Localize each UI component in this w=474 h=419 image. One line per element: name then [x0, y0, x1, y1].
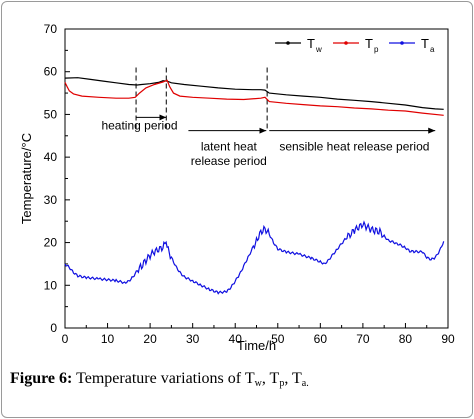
series-line-t-w [64, 77, 444, 110]
x-tick-label: 0 [62, 332, 69, 346]
caption-sub-a: a. [301, 378, 309, 389]
legend-label-a: T [421, 36, 429, 51]
y-tick-label: 0 [50, 321, 57, 335]
annotation-label: release period [191, 154, 267, 168]
x-tick-label: 30 [186, 332, 200, 346]
y-tick-label: 60 [44, 65, 58, 79]
x-tick-label: 70 [356, 332, 370, 346]
annotation-label: heating period [101, 118, 177, 132]
x-tick-label: 60 [314, 332, 328, 346]
y-tick-label: 70 [44, 22, 58, 36]
caption-sep-2: , T [284, 370, 302, 387]
x-tick-label: 40 [229, 332, 243, 346]
legend-sub-p: p [374, 45, 379, 54]
annotation-label: latent heat [201, 140, 258, 154]
series-line-t-p [64, 79, 444, 116]
x-tick-label: 20 [143, 332, 157, 346]
legend-marker-a [400, 41, 404, 45]
caption-text: Temperature variations of T [76, 370, 255, 387]
caption-label: Figure 6: [10, 370, 73, 387]
figure-caption: Figure 6: Temperature variations of Tw, … [10, 370, 460, 400]
series-line-t-a [64, 220, 445, 295]
chart: 0 10 20 30 40 50 60 70 80 90 0 10 20 30 40 50 60 70 Time/h… [19, 22, 455, 353]
legend-marker-p [344, 41, 348, 45]
caption-sep-1: , T [261, 370, 280, 387]
caption-sub-w: w [254, 378, 262, 389]
legend-sub-a: a [430, 45, 435, 54]
x-tick-label: 50 [271, 332, 285, 346]
x-tick-label: 10 [101, 332, 115, 346]
y-tick-label: 30 [44, 193, 58, 207]
y-tick-label: 40 [44, 150, 58, 164]
legend-label-p: T [365, 36, 373, 51]
y-tick-label: 50 [44, 107, 58, 121]
x-tick-label: 90 [441, 332, 455, 346]
caption-sub-p: p [279, 378, 285, 389]
x-tick-label: 80 [399, 332, 413, 346]
y-tick-label: 10 [44, 278, 58, 292]
legend-marker-w [286, 41, 290, 45]
y-tick-label: 20 [44, 236, 58, 250]
legend-sub-w: w [315, 45, 322, 54]
annotation-label: sensible heat release period [279, 140, 429, 154]
x-axis-label: Time/h [237, 338, 276, 353]
legend-label-w: T [307, 36, 315, 51]
y-axis-label: Temperature/°C [19, 133, 34, 224]
